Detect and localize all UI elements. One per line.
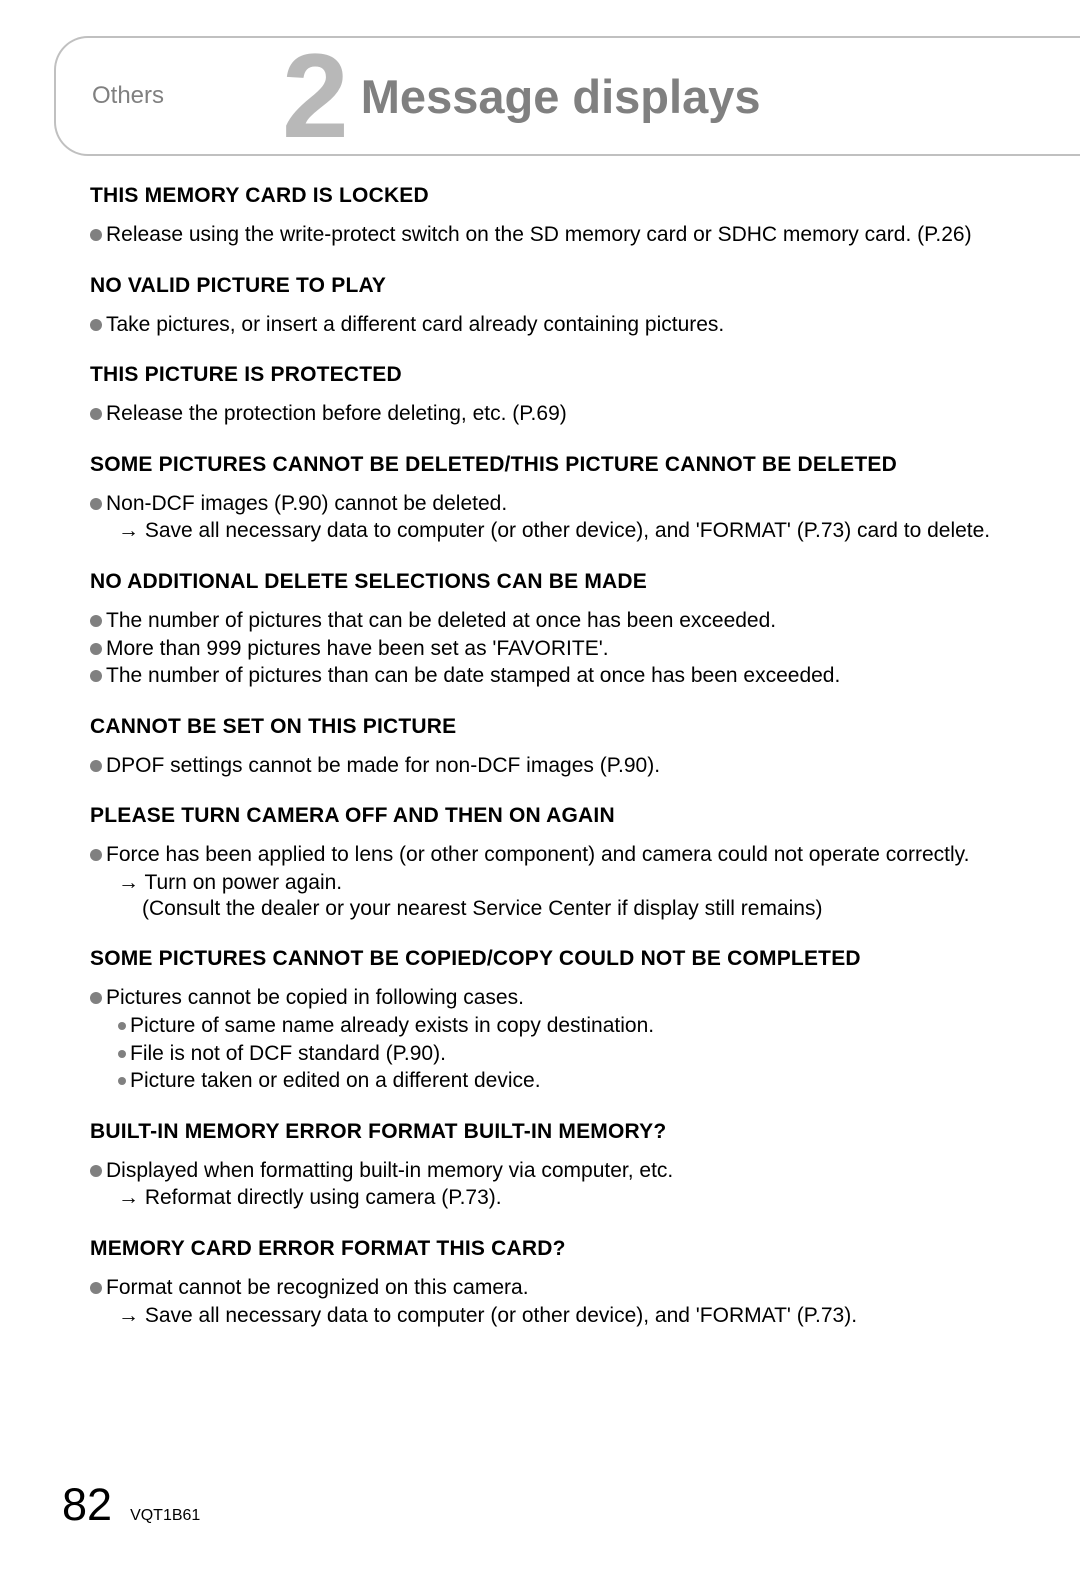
bullet-icon [118, 1077, 126, 1085]
section: SOME PICTURES CANNOT BE DELETED/THIS PIC… [90, 453, 1028, 544]
page-title: Message displays [361, 69, 761, 124]
section-title: PLEASE TURN CAMERA OFF AND THEN ON AGAIN [90, 804, 1028, 828]
bullet-text: Release the protection before deleting, … [106, 401, 1028, 427]
sub-bullet-line: Picture of same name already exists in c… [90, 1013, 1028, 1039]
bullet-icon [90, 615, 102, 627]
page-header: Others 2 Message displays [54, 36, 1080, 156]
section: PLEASE TURN CAMERA OFF AND THEN ON AGAIN… [90, 804, 1028, 921]
content-area: THIS MEMORY CARD IS LOCKED Release using … [0, 154, 1080, 1328]
bullet-text: Release using the write-protect switch o… [106, 222, 1028, 248]
bullet-text: DPOF settings cannot be made for non-DCF… [106, 753, 1028, 779]
arrow-line: → Save all necessary data to computer (o… [90, 1303, 1028, 1329]
section: NO ADDITIONAL DELETE SELECTIONS CAN BE M… [90, 570, 1028, 689]
section: THIS PICTURE IS PROTECTED Release the pro… [90, 363, 1028, 427]
bullet-line: Format cannot be recognized on this came… [90, 1275, 1028, 1301]
bullet-text: The number of pictures that can be delet… [106, 608, 1028, 634]
section: MEMORY CARD ERROR FORMAT THIS CARD? Forma… [90, 1237, 1028, 1328]
bullet-text: Pictures cannot be copied in following c… [106, 985, 1028, 1011]
section: THIS MEMORY CARD IS LOCKED Release using … [90, 184, 1028, 248]
bullet-icon [90, 670, 102, 682]
bullet-line: The number of pictures than can be date … [90, 663, 1028, 689]
section: CANNOT BE SET ON THIS PICTURE DPOF settin… [90, 715, 1028, 779]
section-title: THIS MEMORY CARD IS LOCKED [90, 184, 1028, 208]
category-label: Others [92, 82, 164, 110]
bullet-text: The number of pictures than can be date … [106, 663, 1028, 689]
bullet-line: Force has been applied to lens (or other… [90, 842, 1028, 868]
doc-code: VQT1B61 [130, 1507, 200, 1525]
bullet-text: Non-DCF images (P.90) cannot be deleted. [106, 491, 1028, 517]
bullet-text: Displayed when formatting built-in memor… [106, 1158, 1028, 1184]
bullet-text: Picture of same name already exists in c… [130, 1013, 1028, 1039]
section-title: NO ADDITIONAL DELETE SELECTIONS CAN BE M… [90, 570, 1028, 594]
bullet-line: More than 999 pictures have been set as … [90, 636, 1028, 662]
bullet-text: More than 999 pictures have been set as … [106, 636, 1028, 662]
bullet-icon [118, 1022, 126, 1030]
bullet-icon [90, 498, 102, 510]
section-title: BUILT-IN MEMORY ERROR FORMAT BUILT-IN ME… [90, 1120, 1028, 1144]
bullet-line: The number of pictures that can be delet… [90, 608, 1028, 634]
bullet-text: Take pictures, or insert a different car… [106, 312, 1028, 338]
bullet-icon [90, 992, 102, 1004]
page-number: 82 [62, 1479, 112, 1531]
bullet-icon [90, 1165, 102, 1177]
bullet-line: DPOF settings cannot be made for non-DCF… [90, 753, 1028, 779]
bullet-icon [90, 849, 102, 861]
bullet-line: Non-DCF images (P.90) cannot be deleted. [90, 491, 1028, 517]
section: BUILT-IN MEMORY ERROR FORMAT BUILT-IN ME… [90, 1120, 1028, 1211]
bullet-line: Release using the write-protect switch o… [90, 222, 1028, 248]
sub-bullet-line: Picture taken or edited on a different d… [90, 1068, 1028, 1094]
bullet-icon [90, 229, 102, 241]
bullet-text: Format cannot be recognized on this came… [106, 1275, 1028, 1301]
section: NO VALID PICTURE TO PLAY Take pictures, o… [90, 274, 1028, 338]
bullet-line: Displayed when formatting built-in memor… [90, 1158, 1028, 1184]
bullet-icon [90, 643, 102, 655]
bullet-line: Take pictures, or insert a different car… [90, 312, 1028, 338]
section-title: CANNOT BE SET ON THIS PICTURE [90, 715, 1028, 739]
page-footer: 82 VQT1B61 [62, 1479, 200, 1531]
arrow-line: → Reformat directly using camera (P.73). [90, 1185, 1028, 1211]
bullet-icon [90, 760, 102, 772]
section-title: SOME PICTURES CANNOT BE COPIED/COPY COUL… [90, 947, 1028, 971]
chapter-number: 2 [282, 36, 349, 156]
section: SOME PICTURES CANNOT BE COPIED/COPY COUL… [90, 947, 1028, 1093]
bullet-icon [90, 1282, 102, 1294]
bullet-text: File is not of DCF standard (P.90). [130, 1041, 1028, 1067]
section-title: SOME PICTURES CANNOT BE DELETED/THIS PIC… [90, 453, 1028, 477]
section-title: THIS PICTURE IS PROTECTED [90, 363, 1028, 387]
arrow-line: → Save all necessary data to computer (o… [90, 518, 1028, 544]
bullet-text: Force has been applied to lens (or other… [106, 842, 1028, 868]
arrow-line: → Turn on power again. [90, 870, 1028, 896]
bullet-line: Pictures cannot be copied in following c… [90, 985, 1028, 1011]
bullet-icon [90, 319, 102, 331]
sub-line: (Consult the dealer or your nearest Serv… [90, 896, 1028, 922]
section-title: NO VALID PICTURE TO PLAY [90, 274, 1028, 298]
bullet-icon [118, 1050, 126, 1058]
bullet-text: Picture taken or edited on a different d… [130, 1068, 1028, 1094]
bullet-icon [90, 408, 102, 420]
bullet-line: Release the protection before deleting, … [90, 401, 1028, 427]
section-title: MEMORY CARD ERROR FORMAT THIS CARD? [90, 1237, 1028, 1261]
sub-bullet-line: File is not of DCF standard (P.90). [90, 1041, 1028, 1067]
